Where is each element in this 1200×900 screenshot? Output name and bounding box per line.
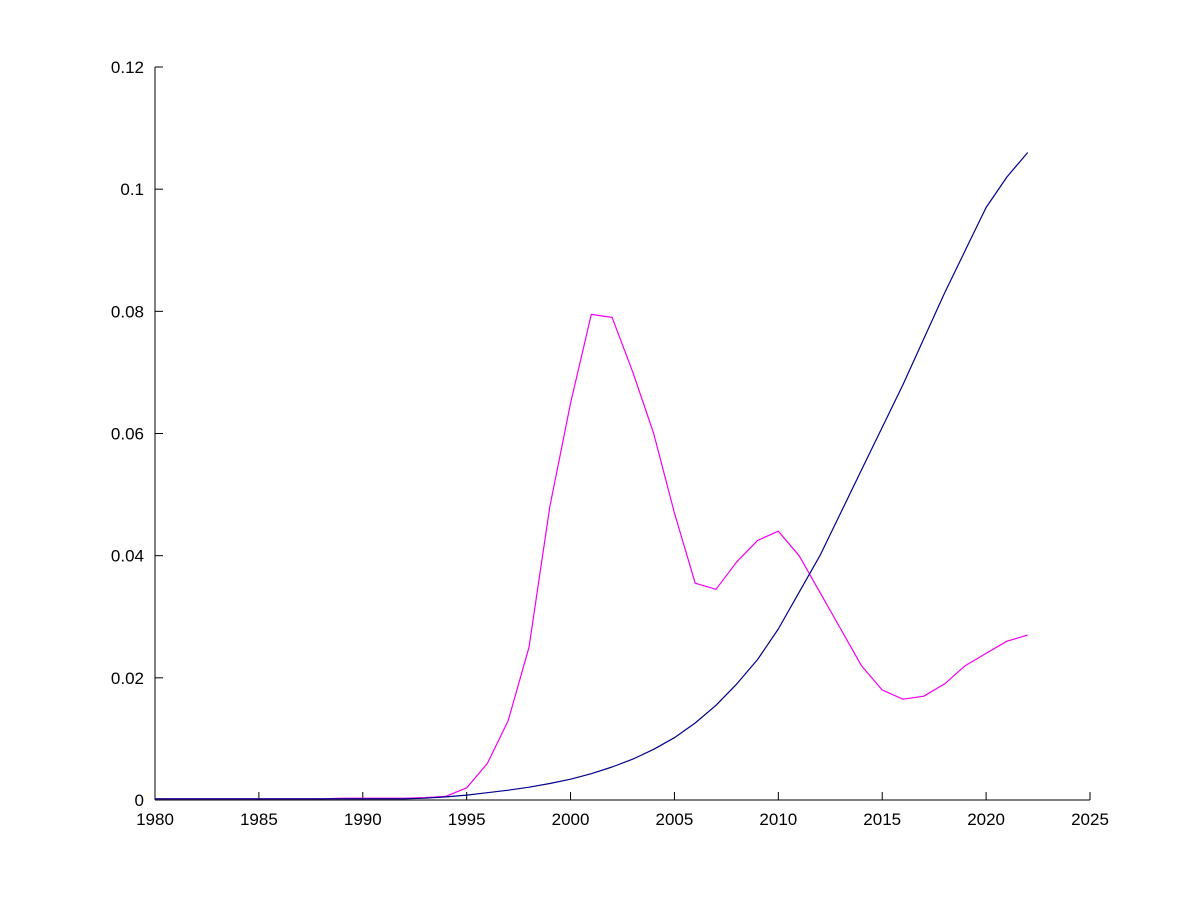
x-tick-label: 1995 (448, 810, 486, 829)
y-tick-label: 0.12 (111, 58, 144, 77)
y-tick-label: 0.04 (111, 547, 144, 566)
y-tick-label: 0.1 (120, 180, 144, 199)
y-tick-label: 0.08 (111, 302, 144, 321)
x-tick-label: 2000 (552, 810, 590, 829)
x-tick-label: 2010 (759, 810, 797, 829)
x-tick-label: 2005 (656, 810, 694, 829)
x-tick-label: 2015 (863, 810, 901, 829)
x-tick-label: 1980 (136, 810, 174, 829)
x-tick-label: 1990 (344, 810, 382, 829)
magenta-series-line (155, 313, 1028, 800)
y-tick-label: 0.02 (111, 669, 144, 688)
blue-series-line (155, 152, 1029, 800)
x-tick-label: 1985 (240, 810, 278, 829)
y-tick-label: 0.06 (111, 425, 144, 444)
x-tick-label: 2020 (967, 810, 1005, 829)
x-tick-label: 2025 (1071, 810, 1109, 829)
y-tick-label: 0 (135, 791, 144, 810)
